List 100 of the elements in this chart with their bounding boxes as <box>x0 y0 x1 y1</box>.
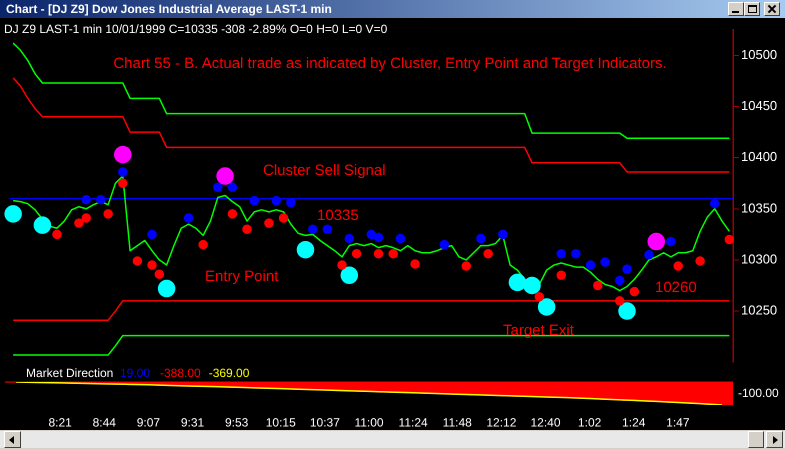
point <box>462 261 472 271</box>
point <box>618 302 636 320</box>
x-tick-label: 8:21 <box>48 416 72 430</box>
annotation: 10260 <box>655 279 697 296</box>
x-tick-label: 10:37 <box>310 416 340 430</box>
annotation: Entry Point <box>205 268 278 285</box>
point <box>271 196 281 206</box>
x-tick-label: 12:12 <box>486 416 517 430</box>
x-tick-label: 12:40 <box>530 416 561 430</box>
chart-subtitle: DJ Z9 LAST-1 min 10/01/1999 C=10335 -308 -2.89% O=0 H=0 L=0 V=0 <box>4 22 388 36</box>
point <box>440 240 450 250</box>
point <box>374 249 384 259</box>
point <box>132 256 142 266</box>
series-label: -369.00 <box>208 366 250 380</box>
x-tick-label: 11:24 <box>398 416 428 430</box>
chart-title: Chart - [DJ Z9] Dow Jones Industrial Average LAST-1 min <box>6 2 332 16</box>
point <box>198 240 208 250</box>
x-tick-label: 11:00 <box>354 416 384 430</box>
point <box>147 260 157 270</box>
point <box>556 270 566 280</box>
point <box>366 230 376 240</box>
point <box>388 249 398 259</box>
point <box>498 230 508 240</box>
y-tick-label: 10500 <box>741 46 778 62</box>
x-tick-label: 1:02 <box>578 416 602 430</box>
point <box>250 196 260 206</box>
point <box>622 264 632 274</box>
point <box>710 198 720 208</box>
point <box>508 274 526 292</box>
point <box>52 230 62 240</box>
y-tick-label: 10450 <box>741 98 778 114</box>
y-tick-label: 10250 <box>741 302 778 318</box>
point <box>264 218 274 228</box>
point <box>410 259 420 269</box>
point <box>286 198 296 208</box>
y-tick-label: 10400 <box>741 149 778 164</box>
point <box>352 249 362 259</box>
point <box>538 298 556 316</box>
point <box>644 250 654 260</box>
point <box>523 276 541 294</box>
chart-title: Market Direction <box>26 366 114 380</box>
point <box>308 224 318 234</box>
annotation: Chart 55 - B. Actual trade as indicated by Cluster, Entry Point and Target Indicators. <box>113 55 667 72</box>
point <box>600 257 610 267</box>
point <box>147 230 157 240</box>
point <box>593 280 603 290</box>
point <box>666 236 676 246</box>
point <box>296 240 314 258</box>
point <box>630 286 640 296</box>
y-tick-label: 10300 <box>741 252 778 266</box>
point <box>81 213 91 223</box>
annotation: 10335 <box>317 207 359 224</box>
point <box>213 182 223 192</box>
point <box>614 296 624 306</box>
point <box>322 224 332 234</box>
text: 19.00 <box>120 366 150 380</box>
point <box>216 167 234 185</box>
point <box>374 232 384 242</box>
point <box>695 256 705 266</box>
point <box>154 269 164 279</box>
annotation: Cluster Sell Signal <box>263 162 386 179</box>
point <box>534 292 544 302</box>
x-tick-label: 9:53 <box>224 416 249 430</box>
point <box>337 260 347 270</box>
x-tick-label: 1:24 <box>622 416 646 430</box>
point <box>228 209 238 219</box>
point <box>242 224 252 234</box>
point <box>344 234 354 244</box>
y-tick-label: 10350 <box>741 200 778 216</box>
x-tick-label: 9:07 <box>136 416 160 430</box>
text: -100.00 <box>738 386 779 400</box>
x-tick-label: 1:47 <box>666 416 690 430</box>
point <box>483 249 493 259</box>
point <box>184 213 194 223</box>
point <box>4 205 22 223</box>
series-label: -388.00 <box>160 366 201 380</box>
point <box>81 194 91 204</box>
annotation: Target Exit <box>503 322 574 339</box>
point <box>103 209 113 219</box>
point <box>34 216 52 234</box>
point <box>396 234 406 244</box>
point <box>724 234 734 244</box>
x-tick-label: 8:44 <box>92 416 116 430</box>
point <box>114 146 132 164</box>
point <box>586 260 596 270</box>
point <box>476 234 486 244</box>
point <box>614 276 624 286</box>
point <box>118 167 128 177</box>
point <box>118 178 128 188</box>
point <box>571 249 581 259</box>
point <box>74 218 84 228</box>
point <box>96 194 106 204</box>
x-tick-label: 10:15 <box>266 416 296 430</box>
point <box>340 266 358 284</box>
point <box>673 261 683 271</box>
point <box>228 182 238 192</box>
x-tick-label: 9:31 <box>180 416 205 430</box>
point <box>556 249 566 259</box>
point <box>648 232 666 250</box>
point <box>278 213 288 223</box>
